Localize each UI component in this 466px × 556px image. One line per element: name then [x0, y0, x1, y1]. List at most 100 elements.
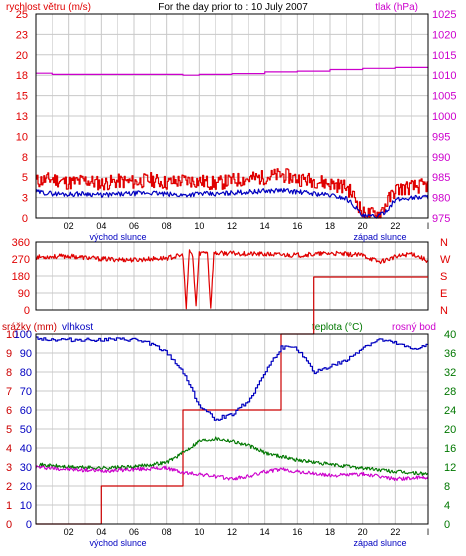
pressure-axis-label: tlak (hPa): [375, 2, 418, 13]
rain-y-tick: 3: [6, 462, 12, 474]
x-tick-label: 22: [390, 527, 400, 537]
wind-average-line: [35, 187, 429, 219]
humidity-y-tick: 20: [20, 481, 32, 493]
humidity-y-tick: 30: [20, 462, 32, 474]
rain-y-tick: 10: [6, 329, 18, 341]
x-tick-label: 06: [129, 221, 139, 231]
x-tick-label: 16: [292, 221, 302, 231]
sunset-label-bottom: západ slunce: [353, 538, 406, 548]
temperature-y-tick-labels: 0 4 8 12 16 20 24 28 32 36 40: [444, 329, 456, 531]
temperature-y-tick: 32: [444, 367, 456, 379]
pressure-y-tick: 1020: [432, 29, 456, 41]
pressure-y-tick: 990: [432, 152, 450, 164]
pressure-y-tick: 995: [432, 131, 450, 143]
humidity-y-tick: 80: [20, 367, 32, 379]
temperature-line: [36, 436, 429, 476]
chart-title: For the day prior to : 10 July 2007: [158, 2, 308, 13]
wind-axis-label: rychlost větru (m/s): [6, 2, 91, 13]
rain-y-tick: 4: [6, 443, 12, 455]
direction-y-tick-labels: 0 90 180 270 360: [12, 237, 30, 317]
x-tick-label: 08: [162, 527, 172, 537]
rain-y-tick: 2: [6, 481, 12, 493]
wind-y-tick: 23: [16, 29, 28, 41]
wind-y-tick: 25: [16, 9, 28, 21]
x-tick-label: 06: [129, 527, 139, 537]
dewpoint-line: [35, 465, 429, 482]
x-tick-label: 02: [64, 221, 74, 231]
sunrise-label-bottom: východ slunce: [89, 538, 146, 548]
wind-y-tick: 18: [16, 70, 28, 82]
rain-axis-label: srážky (mm): [2, 322, 57, 333]
sunset-label-top: západ slunce: [353, 232, 406, 242]
x-tick-label: l: [427, 221, 429, 231]
direction-y-tick: 270: [12, 254, 30, 266]
temperature-y-tick: 40: [444, 329, 456, 341]
direction-y-tick: 180: [12, 271, 30, 283]
wind-x-tick-labels: 02 04 06 08 10 12 14 16 18 20 22 l: [64, 221, 429, 231]
humidity-series: [35, 276, 429, 525]
humidity-axis-label: vlhkost: [62, 322, 93, 333]
pressure-y-tick: 1000: [432, 111, 456, 123]
pressure-y-tick: 1010: [432, 70, 456, 82]
temperature-y-tick: 8: [444, 481, 450, 493]
x-tick-label: 14: [260, 221, 270, 231]
dewpoint-axis-label: rosný bod: [392, 322, 436, 333]
rain-y-tick: 1: [6, 500, 12, 512]
x-tick-label: 10: [194, 527, 204, 537]
x-tick-label: 18: [325, 221, 335, 231]
x-tick-label: 16: [292, 527, 302, 537]
rain-y-tick: 9: [6, 348, 12, 360]
pressure-y-tick-labels: 975 980 985 990 995 1000 1005 1010 1015 1020 1025: [432, 9, 456, 225]
x-tick-label: 18: [325, 527, 335, 537]
pressure-y-tick: 1025: [432, 9, 456, 21]
wind-panel-frame: [35, 13, 429, 219]
temperature-y-tick: 20: [444, 424, 456, 436]
compass-tick: N: [440, 305, 448, 317]
temperature-y-tick: 16: [444, 443, 456, 455]
compass-tick: W: [440, 254, 451, 266]
x-tick-label: 10: [194, 221, 204, 231]
x-tick-label: 14: [260, 527, 270, 537]
temperature-y-tick: 4: [444, 500, 450, 512]
rain-line: [36, 276, 428, 525]
x-tick-label: 04: [96, 527, 106, 537]
temperature-y-tick: 12: [444, 462, 456, 474]
wind-direction-line: [35, 249, 429, 310]
humidity-y-tick: 60: [20, 405, 32, 417]
wind-y-tick: 0: [22, 213, 28, 225]
x-tick-label: 08: [162, 221, 172, 231]
compass-tick: E: [440, 288, 447, 300]
x-tick-label: 04: [96, 221, 106, 231]
direction-y-tick: 90: [18, 288, 30, 300]
humidity-y-tick: 40: [20, 443, 32, 455]
pressure-y-tick: 975: [432, 213, 450, 225]
humidity-y-tick: 0: [26, 519, 32, 531]
sunrise-label-top: východ slunce: [89, 232, 146, 242]
wind-y-tick: 3: [22, 193, 28, 205]
wind-y-tick: 15: [16, 91, 28, 103]
x-tick-label: 22: [390, 221, 400, 231]
wind-y-tick: 13: [16, 111, 28, 123]
wind-y-tick: 10: [16, 131, 28, 143]
compass-tick: S: [440, 271, 447, 283]
wind-series: [35, 66, 429, 219]
temperature-y-tick: 36: [444, 348, 456, 360]
direction-y-tick: 360: [12, 237, 30, 249]
rain-y-tick: 8: [6, 367, 12, 379]
humidity-line: [36, 336, 429, 421]
humidity-y-tick: 70: [20, 386, 32, 398]
direction-series: [35, 249, 429, 310]
direction-y-tick: 0: [24, 305, 30, 317]
pressure-y-tick: 985: [432, 172, 450, 184]
humidity-y-tick: 90: [20, 348, 32, 360]
wind-y-tick: 20: [16, 50, 28, 62]
wind-y-tick-labels: 0 3 5 8 10 13 15 18 20 23 25: [16, 9, 28, 225]
x-tick-label: 12: [227, 527, 237, 537]
rain-y-tick: 0: [6, 519, 12, 531]
rain-y-tick: 5: [6, 424, 12, 436]
